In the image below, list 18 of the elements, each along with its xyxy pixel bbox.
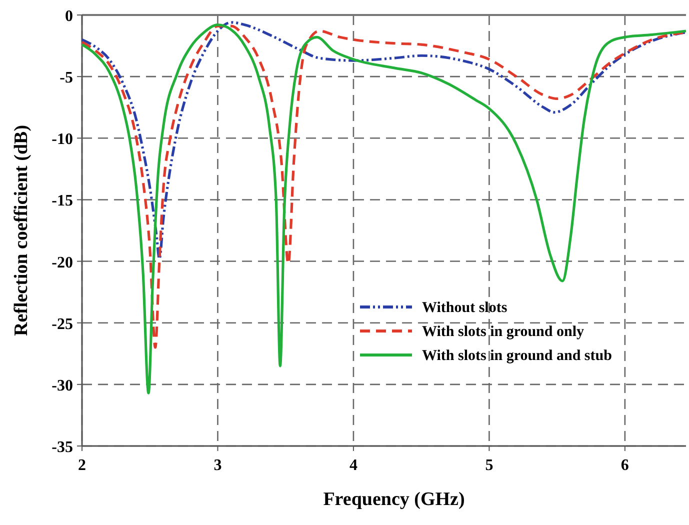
y-tick-label: -30 bbox=[52, 377, 73, 394]
y-axis-title: Reflection coefficient (dB) bbox=[11, 124, 32, 336]
x-tick-label: 5 bbox=[485, 457, 494, 474]
x-tick-label: 6 bbox=[620, 457, 629, 474]
y-tick-label: -10 bbox=[52, 131, 73, 148]
x-tick-label: 2 bbox=[78, 457, 86, 474]
legend-label: With slots in ground and stub bbox=[422, 348, 612, 364]
y-tick-label: -5 bbox=[60, 70, 73, 87]
y-tick-label: 0 bbox=[65, 8, 73, 25]
x-tick-label: 3 bbox=[214, 457, 222, 474]
x-tick-label: 4 bbox=[349, 457, 358, 474]
y-tick-label: -35 bbox=[52, 439, 73, 456]
y-tick-label: -15 bbox=[52, 192, 73, 210]
x-axis-title: Frequency (GHz) bbox=[323, 489, 465, 510]
y-tick-label: -25 bbox=[52, 316, 73, 333]
legend-label: With slots in ground only bbox=[422, 324, 585, 340]
line-series bbox=[80, 21, 688, 260]
y-tick-label: -20 bbox=[52, 254, 73, 272]
